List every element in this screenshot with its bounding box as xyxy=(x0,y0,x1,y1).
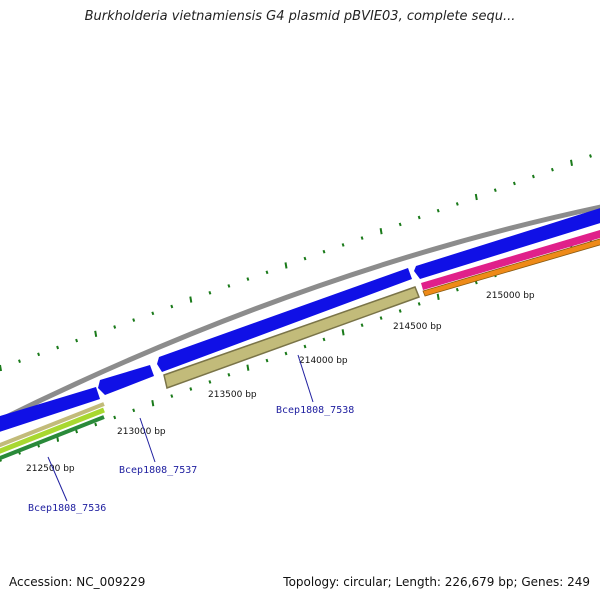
gene-track-tan xyxy=(0,402,105,448)
gc-tick xyxy=(417,302,421,306)
gene-bcep1808-7538[interactable] xyxy=(163,286,420,389)
gc-tick xyxy=(56,345,60,350)
gc-tick xyxy=(94,330,98,337)
gc-tick xyxy=(284,351,288,356)
gc-tick xyxy=(284,262,288,269)
gc-tick xyxy=(436,293,440,300)
gene-track-lime xyxy=(0,407,105,454)
gene-label-bcep1808-7538[interactable]: Bcep1808_7538 xyxy=(276,405,354,416)
gene-label-bcep1808-7536[interactable]: Bcep1808_7536 xyxy=(28,503,106,514)
gc-tick xyxy=(455,202,459,206)
gc-tick xyxy=(189,296,193,303)
cds-arrow-3[interactable] xyxy=(157,268,412,372)
gc-tick xyxy=(37,352,41,357)
accession-text: Accession: NC_009229 xyxy=(9,575,146,589)
gc-tick xyxy=(113,415,117,420)
backbone-track xyxy=(0,204,600,423)
gc-tick xyxy=(474,280,478,285)
gc-tick xyxy=(379,316,383,320)
gc-tick xyxy=(0,364,2,372)
gc-tick xyxy=(436,208,440,213)
gc-tick xyxy=(18,359,21,364)
gc-tick xyxy=(398,309,402,313)
cds-arrow-4[interactable] xyxy=(414,205,600,279)
gene-track-orange xyxy=(422,238,600,297)
gc-tick xyxy=(570,159,573,166)
cds-arrow-1[interactable] xyxy=(0,387,100,435)
gc-tick xyxy=(455,287,459,292)
gc-tick xyxy=(265,270,269,275)
gc-tick xyxy=(360,236,364,240)
topology-summary: Topology: circular; Length: 226,679 bp; … xyxy=(283,575,590,589)
gc-tick xyxy=(322,337,326,342)
gc-tick xyxy=(208,290,212,295)
gc-tick xyxy=(474,193,478,201)
gc-tick xyxy=(113,325,117,329)
gc-tick xyxy=(189,387,193,391)
gc-tick xyxy=(132,408,136,413)
gc-tick xyxy=(151,400,155,407)
leader-line-7538 xyxy=(297,354,314,403)
gc-tick xyxy=(208,380,212,384)
scale-label-215000: 215000 bp xyxy=(486,291,535,301)
gc-tick xyxy=(151,311,155,316)
gc-tick xyxy=(227,284,231,288)
scale-label-214500: 214500 bp xyxy=(393,322,442,332)
gc-tick xyxy=(303,344,307,349)
gc-tick xyxy=(303,256,307,261)
gene-track-green xyxy=(0,415,105,461)
gc-tick xyxy=(379,228,383,235)
gc-tick xyxy=(322,249,326,254)
gc-tick xyxy=(75,429,79,434)
cds-arrow-2[interactable] xyxy=(98,365,154,395)
gc-tick xyxy=(417,215,421,220)
scale-label-212500: 212500 bp xyxy=(26,464,75,474)
gc-tick xyxy=(75,338,79,343)
gc-tick xyxy=(246,277,250,281)
gc-tick xyxy=(550,167,554,172)
gc-tick xyxy=(94,422,98,427)
gene-track-pink xyxy=(421,229,600,290)
scale-label-214000: 214000 bp xyxy=(299,356,348,366)
gc-tick xyxy=(170,304,174,309)
gc-tick xyxy=(170,394,174,398)
gc-tick xyxy=(589,154,592,158)
gc-tick xyxy=(512,181,516,186)
gc-tick xyxy=(341,329,345,336)
gc-tick xyxy=(227,372,231,377)
gc-tick xyxy=(265,358,269,363)
gc-tick xyxy=(341,243,345,247)
gc-tick xyxy=(531,174,535,179)
map-title: Burkholderia vietnamiensis G4 plasmid pB… xyxy=(84,9,516,24)
scale-label-213000: 213000 bp xyxy=(117,427,166,437)
scale-label-213500: 213500 bp xyxy=(208,390,257,400)
gc-tick xyxy=(246,364,250,371)
leader-line-7536 xyxy=(47,456,68,502)
gc-tick xyxy=(493,188,497,193)
gene-label-bcep1808-7537[interactable]: Bcep1808_7537 xyxy=(119,465,197,476)
gc-tick xyxy=(360,323,364,328)
gc-tick xyxy=(398,222,402,227)
gc-tick xyxy=(132,318,136,322)
leader-line-7537 xyxy=(139,417,156,463)
